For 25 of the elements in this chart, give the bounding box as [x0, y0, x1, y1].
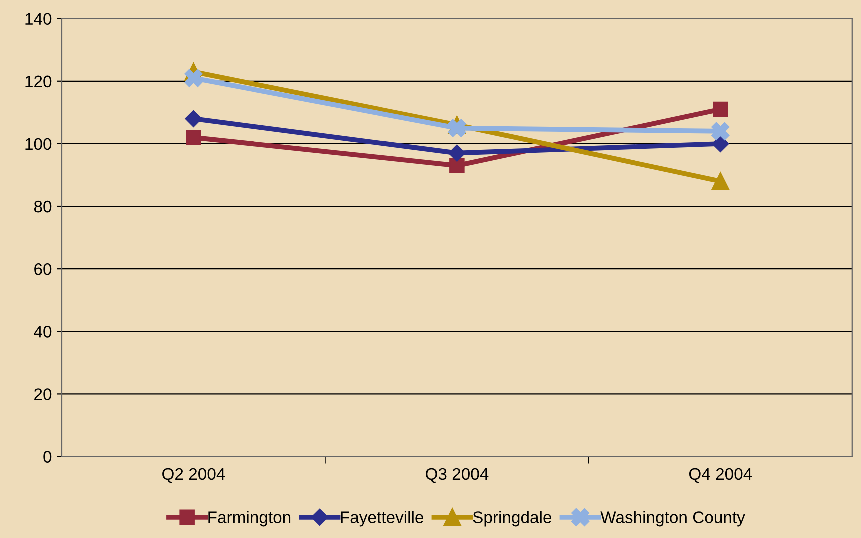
x-tick-label: Q3 2004 — [426, 468, 489, 484]
legend-label: Springdale — [473, 511, 552, 527]
y-tick-label: 40 — [34, 326, 52, 338]
y-tick-label: 20 — [34, 388, 52, 400]
legend-label: Farmington — [208, 511, 291, 527]
point — [712, 172, 730, 191]
point — [448, 119, 466, 138]
point — [450, 158, 465, 174]
y-tick-label: 120 — [26, 76, 52, 88]
point — [712, 135, 730, 153]
y-tick-label: 0 — [44, 451, 52, 463]
y-tick-label: 100 — [26, 138, 52, 150]
x-tick-label: Q2 2004 — [162, 468, 226, 484]
point — [713, 102, 728, 118]
legend-label: Washington County — [600, 511, 746, 527]
y-tick-label: 80 — [34, 200, 52, 213]
point — [185, 110, 202, 128]
y-tick-label: 140 — [26, 13, 52, 26]
point — [448, 144, 466, 162]
point — [184, 69, 203, 88]
legend-label: Fayetteville — [341, 511, 424, 527]
x-tick-label: Q4 2004 — [689, 468, 752, 484]
y-tick-label: 60 — [34, 263, 52, 276]
point — [186, 130, 202, 146]
point — [712, 122, 730, 140]
